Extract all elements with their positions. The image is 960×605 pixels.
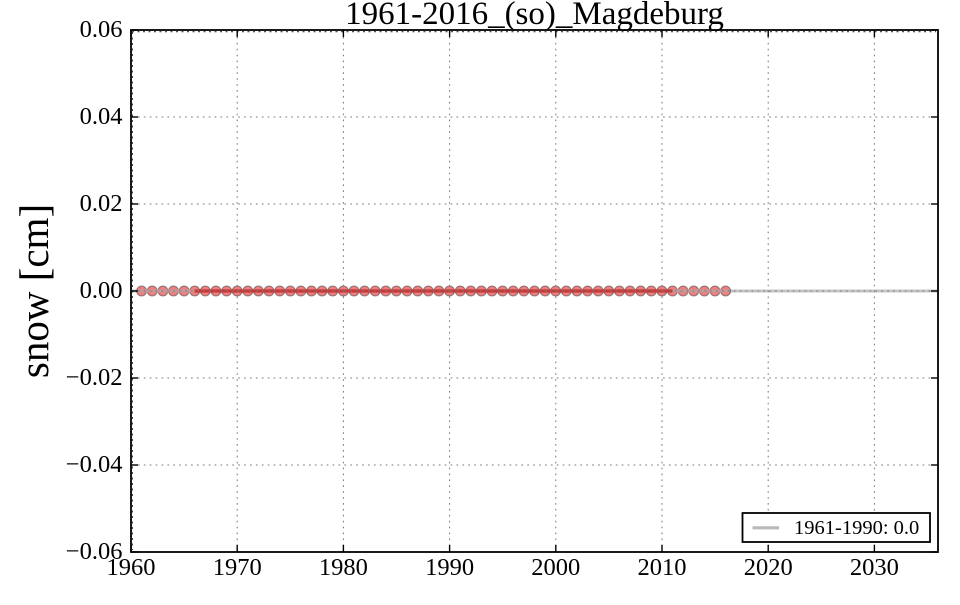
svg-text:−0.02: −0.02 [66, 364, 123, 391]
svg-text:0.00: 0.00 [80, 277, 123, 304]
svg-text:0.04: 0.04 [80, 103, 123, 130]
svg-text:1961-1990: 0.0: 1961-1990: 0.0 [794, 517, 919, 539]
svg-text:1980: 1980 [319, 554, 368, 581]
svg-text:1960: 1960 [107, 554, 156, 581]
svg-text:2010: 2010 [638, 554, 687, 581]
svg-text:0.02: 0.02 [80, 190, 123, 217]
svg-text:1961-2016_(so)_Magdeburg: 1961-2016_(so)_Magdeburg [345, 0, 724, 32]
svg-text:2020: 2020 [744, 554, 793, 581]
svg-text:1990: 1990 [425, 554, 474, 581]
svg-text:1970: 1970 [213, 554, 262, 581]
svg-text:−0.04: −0.04 [66, 451, 123, 478]
svg-text:0.06: 0.06 [80, 16, 123, 43]
svg-text:−0.06: −0.06 [66, 538, 123, 565]
svg-text:2030: 2030 [850, 554, 899, 581]
svg-text:2000: 2000 [531, 554, 580, 581]
svg-text:snow [cm]: snow [cm] [11, 204, 57, 378]
